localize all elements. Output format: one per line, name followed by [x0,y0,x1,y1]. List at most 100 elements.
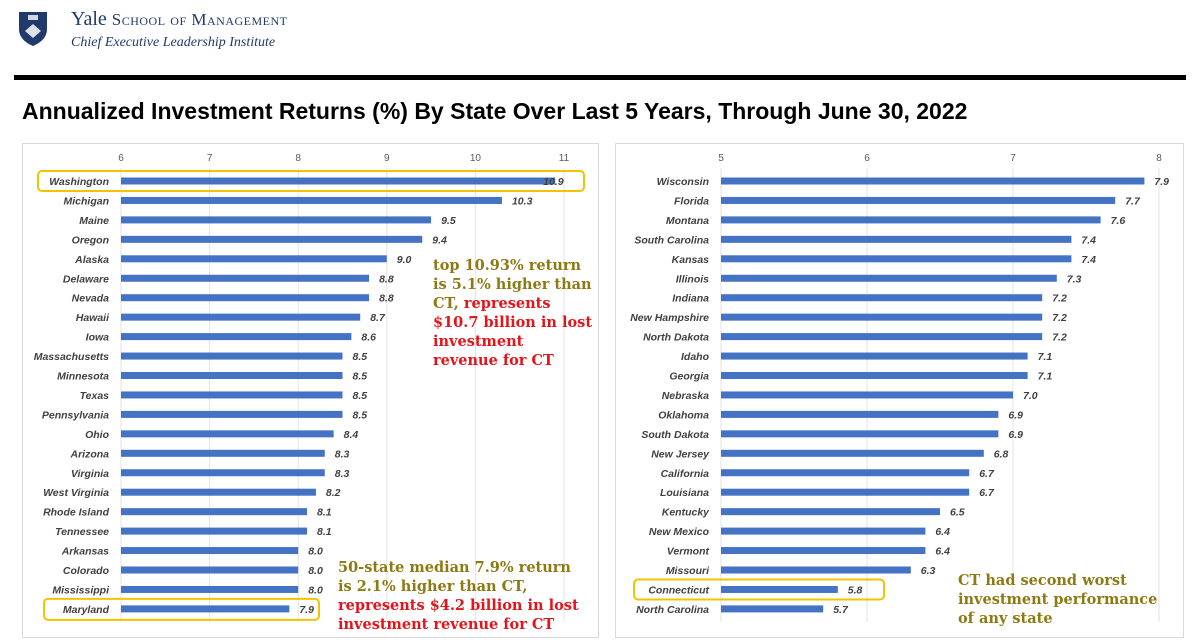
category-label: Ohio [85,429,109,441]
data-label: 7.4 [1081,254,1096,266]
bar-florida [721,196,1116,204]
tick-label: 6 [864,153,870,164]
brand-subtitle: Chief Executive Leadership Institute [71,35,276,50]
category-label: New Mexico [649,526,710,538]
category-label: Maryland [63,604,110,616]
chart-left-panel: 6 7 8 9 10 11 Washington 10.9 Michigan 10.3 Maine 9… [22,143,599,638]
bar-minnesota [121,372,343,379]
data-label: 8.3 [335,468,350,480]
category-label: Pennsylvania [42,409,109,421]
data-label: 7.2 [1052,332,1067,344]
bar-colorado [121,566,299,574]
bar-alaska [121,255,387,263]
category-label: South Carolina [634,234,709,246]
bar-wisconsin [721,177,1145,185]
highlight-box [43,597,320,621]
bar-virginia [121,469,325,477]
bar-arizona [121,449,325,457]
data-label: 8.7 [370,312,386,324]
category-label: Mississippi [52,584,110,596]
tick-label: 7 [1010,153,1016,164]
category-label: New Hampshire [630,312,709,324]
data-label: 9.0 [397,254,412,266]
chart-left: 6 7 8 9 10 11 Washington 10.9 Michigan 10.3 Maine 9… [34,153,585,622]
bar-mississippi [121,585,299,593]
tick-label: 8 [295,153,301,164]
data-label: 7.3 [1067,273,1082,285]
category-label: Washington [49,176,109,188]
bar-texas [121,391,343,399]
tick-label: 7 [207,153,213,164]
category-label: Colorado [63,565,110,577]
category-label: Virginia [71,468,109,480]
bar-nevada [121,294,370,302]
data-label: 8.8 [379,273,394,285]
data-label: 6.3 [921,565,936,577]
bar-connecticut [721,585,838,593]
data-label: 10.3 [512,195,533,207]
bar-delaware [121,274,370,282]
bar-louisiana [721,488,970,496]
bar-north-dakota [721,333,1043,341]
highlight-box [37,170,585,192]
bar-south-carolina [721,235,1072,243]
category-label: Missouri [666,565,710,577]
category-label: Delaware [63,273,109,285]
category-label: Michigan [63,195,109,207]
data-label: 8.5 [353,390,368,402]
bar-new-mexico [721,527,926,535]
data-label: 9.5 [441,215,456,227]
data-label: 8.0 [308,565,323,577]
data-label: 7.4 [1081,234,1096,246]
data-label: 7.9 [1154,176,1169,188]
category-label: Louisiana [660,487,709,499]
tick-label: 11 [559,153,570,164]
data-label: 8.2 [326,487,341,499]
category-label: Alaska [74,254,109,266]
bar-nebraska [721,391,1013,399]
data-label: 8.8 [379,293,394,305]
annotation-median: 50-state median 7.9% return is 2.1% high… [338,559,579,633]
chart-right: 5 6 7 8 Wisconsin 7.9 Florida 7.7 Montana 7.6 Sout… [630,153,1169,622]
data-label: 8.5 [353,371,368,383]
bar-georgia [721,372,1028,379]
data-label: 6.7 [979,487,995,499]
category-label: Georgia [669,371,709,383]
tick-label: 8 [1156,153,1162,164]
bar-ohio [121,430,334,438]
annotation-ct: CT had second worst investment performan… [958,572,1158,627]
category-label: Arkansas [61,546,109,558]
data-label: 6.4 [935,546,950,558]
category-label: Illinois [676,273,709,285]
tick-label: 10 [470,153,482,164]
bar-indiana [721,294,1043,302]
category-label: Indiana [672,293,709,305]
data-label: 10.9 [543,176,564,188]
bar-oklahoma [721,410,999,418]
tick-label: 5 [718,153,724,164]
tick-label: 9 [384,153,390,164]
category-label: Maine [79,215,109,227]
category-label: Wisconsin [657,176,709,188]
category-label: Kentucky [662,507,710,519]
category-label: Arizona [69,448,109,460]
category-label: Minnesota [57,371,109,383]
bar-pennsylvania [121,410,343,418]
data-label: 5.8 [848,584,863,596]
bar-south-dakota [721,430,999,438]
category-label: Kansas [672,254,710,266]
tick-label: 6 [118,153,124,164]
bar-massachusetts [121,352,343,360]
category-label: South Dakota [641,429,709,441]
category-label: Connecticut [648,584,709,596]
highlight-box [633,578,885,601]
data-label: 7.6 [1111,215,1126,227]
data-label: 7.9 [299,604,314,616]
data-label: 6.9 [1008,409,1023,421]
data-label: 7.2 [1052,312,1067,324]
category-label: Nevada [72,293,110,305]
category-label: Florida [674,195,709,207]
bar-new-hampshire [721,313,1043,321]
data-label: 7.2 [1052,293,1067,305]
annotation-top: top 10.93% return is 5.1% higher than CT… [433,257,593,369]
